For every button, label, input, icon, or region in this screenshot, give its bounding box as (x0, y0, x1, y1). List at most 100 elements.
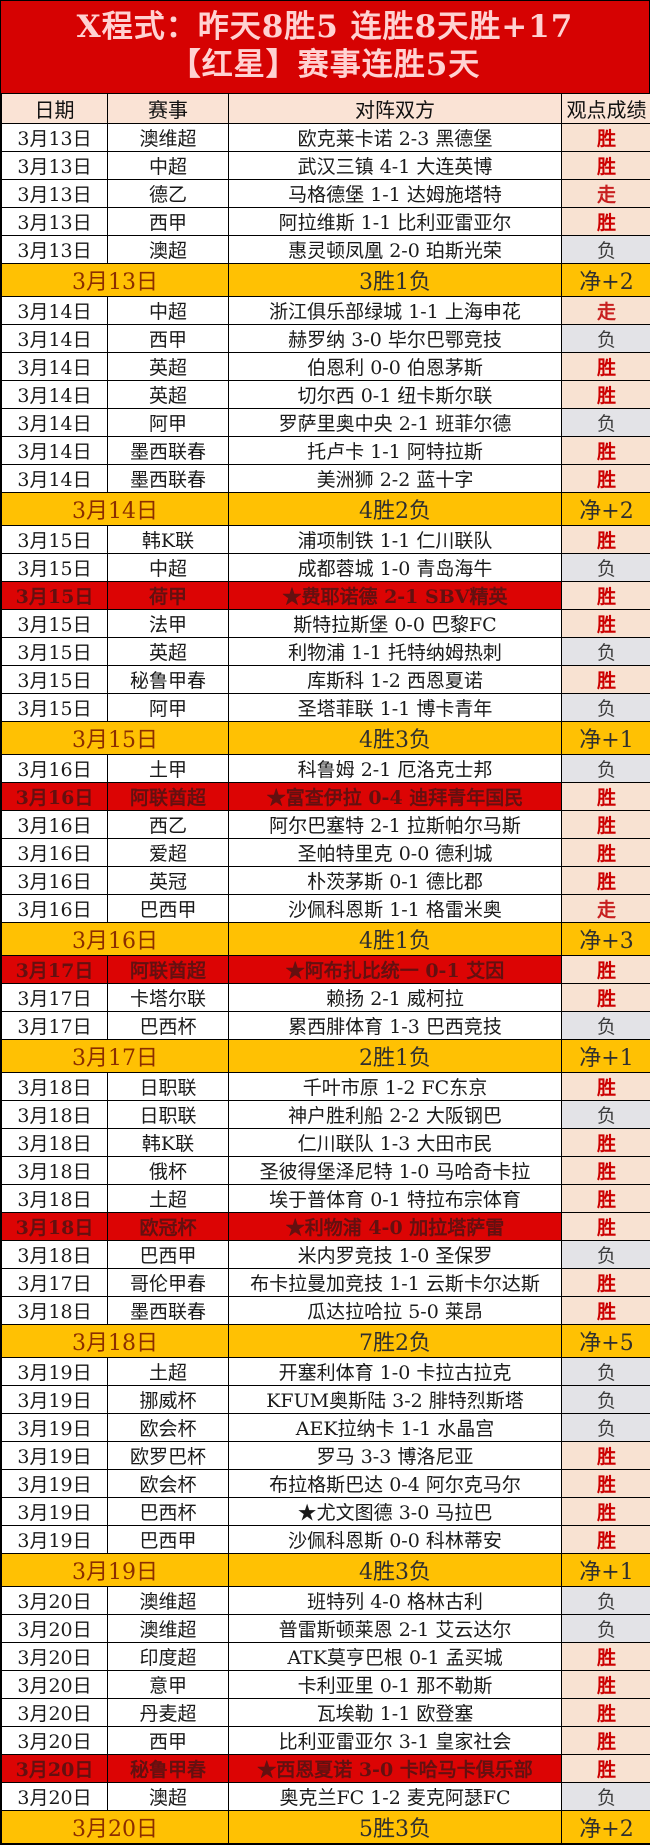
match-row: 3月20日 印度超 ATK莫亨巴根 0-1 孟买城 胜 (2, 1643, 650, 1671)
match-row: 3月18日 墨西联春 瓜达拉哈拉 5-0 莱昂 胜 (2, 1297, 650, 1325)
summary-record: 5胜3负 (229, 1811, 562, 1844)
match-row: 3月13日 中超 武汉三镇 4-1 大连英博 胜 (2, 152, 650, 180)
match-result: 胜 (562, 1442, 650, 1470)
day-summary-row: 3月14日 4胜2负 净+2 (2, 493, 650, 526)
match-row: 3月18日 欧冠杯 ★利物浦 4-0 加拉塔萨雷 胜 (2, 1213, 650, 1241)
match-teams-score: 神户胜利船 2-2 大阪钢巴 (229, 1101, 562, 1129)
match-result: 负 (562, 1587, 650, 1615)
match-teams-score: ATK莫亨巴根 0-1 孟买城 (229, 1643, 562, 1671)
summary-net: 净+2 (562, 264, 650, 297)
match-result: 负 (562, 1615, 650, 1643)
summary-net: 净+5 (562, 1325, 650, 1358)
match-date: 3月15日 (2, 610, 108, 638)
match-date: 3月13日 (2, 236, 108, 264)
match-teams-score: 切尔西 0-1 纽卡斯尔联 (229, 381, 562, 409)
match-teams-score: 米内罗竞技 1-0 圣保罗 (229, 1241, 562, 1269)
match-date: 3月13日 (2, 208, 108, 236)
match-teams-score: 布卡拉曼加竞技 1-1 云斯卡尔达斯 (229, 1269, 562, 1297)
summary-record: 4胜3负 (229, 722, 562, 755)
match-row: 3月18日 土超 埃于普体育 0-1 特拉布宗体育 胜 (2, 1185, 650, 1213)
match-teams-score: KFUM奥斯陆 3-2 腓特烈斯塔 (229, 1386, 562, 1414)
match-date: 3月15日 (2, 694, 108, 722)
match-date: 3月17日 (2, 956, 108, 984)
match-date: 3月18日 (2, 1157, 108, 1185)
match-result: 胜 (562, 783, 650, 811)
match-result: 胜 (562, 610, 650, 638)
match-result: 走 (562, 180, 650, 208)
match-teams-score: 阿尔巴塞特 2-1 拉斯帕尔马斯 (229, 811, 562, 839)
match-league: 欧罗巴杯 (108, 1442, 229, 1470)
match-result: 胜 (562, 437, 650, 465)
match-date: 3月15日 (2, 666, 108, 694)
match-league: 西甲 (108, 208, 229, 236)
match-date: 3月18日 (2, 1185, 108, 1213)
match-result: 胜 (562, 1297, 650, 1325)
summary-net: 净+3 (562, 923, 650, 956)
match-result: 负 (562, 694, 650, 722)
match-teams-score: 科鲁姆 2-1 厄洛克士邦 (229, 755, 562, 783)
summary-record: 2胜1负 (229, 1040, 562, 1073)
match-date: 3月14日 (2, 437, 108, 465)
summary-net: 净+2 (562, 493, 650, 526)
match-result: 胜 (562, 526, 650, 554)
day-summary-row: 3月18日 7胜2负 净+5 (2, 1325, 650, 1358)
match-league: 西乙 (108, 811, 229, 839)
match-teams-score: 阿拉维斯 1-1 比利亚雷亚尔 (229, 208, 562, 236)
match-row: 3月20日 秘鲁甲春 ★西恩夏诺 3-0 卡哈马卡俱乐部 胜 (2, 1755, 650, 1783)
match-league: 中超 (108, 554, 229, 582)
match-teams-score: 美洲狮 2-2 蓝十字 (229, 465, 562, 493)
match-date: 3月18日 (2, 1129, 108, 1157)
summary-net: 净+1 (562, 1554, 650, 1587)
match-result: 走 (562, 895, 650, 923)
match-date: 3月13日 (2, 124, 108, 152)
match-league: 巴西甲 (108, 1526, 229, 1554)
match-row: 3月20日 澳维超 普雷斯顿莱恩 2-1 艾云达尔 负 (2, 1615, 650, 1643)
match-date: 3月18日 (2, 1101, 108, 1129)
match-date: 3月18日 (2, 1213, 108, 1241)
match-row: 3月13日 西甲 阿拉维斯 1-1 比利亚雷亚尔 胜 (2, 208, 650, 236)
match-result: 胜 (562, 1213, 650, 1241)
match-league: 墨西联春 (108, 465, 229, 493)
match-teams-score: 卡利亚里 0-1 那不勒斯 (229, 1671, 562, 1699)
match-result: 胜 (562, 1129, 650, 1157)
match-teams-score: ★尤文图德 3-0 马拉巴 (229, 1498, 562, 1526)
match-league: 阿联酋超 (108, 956, 229, 984)
match-row: 3月18日 俄杯 圣彼得堡泽尼特 1-0 马哈奇卡拉 胜 (2, 1157, 650, 1185)
match-date: 3月18日 (2, 1297, 108, 1325)
match-row: 3月14日 墨西联春 托卢卡 1-1 阿特拉斯 胜 (2, 437, 650, 465)
day-summary-row: 3月17日 2胜1负 净+1 (2, 1040, 650, 1073)
match-result: 负 (562, 409, 650, 437)
match-teams-score: 瓜达拉哈拉 5-0 莱昂 (229, 1297, 562, 1325)
match-row: 3月19日 挪威杯 KFUM奥斯陆 3-2 腓特烈斯塔 负 (2, 1386, 650, 1414)
match-teams-score: ★费耶诺德 2-1 SBV精英 (229, 582, 562, 610)
match-league: 英超 (108, 381, 229, 409)
match-result: 负 (562, 554, 650, 582)
match-result: 胜 (562, 1073, 650, 1101)
match-teams-score: 比利亚雷亚尔 3-1 皇家社会 (229, 1727, 562, 1755)
match-date: 3月14日 (2, 353, 108, 381)
match-league: 中超 (108, 297, 229, 325)
match-row: 3月17日 卡塔尔联 赖扬 2-1 威柯拉 胜 (2, 984, 650, 1012)
match-teams-score: 奥克兰FC 1-2 麦克阿瑟FC (229, 1783, 562, 1811)
match-date: 3月20日 (2, 1671, 108, 1699)
column-header-league: 赛事 (108, 94, 229, 124)
day-summary-row: 3月19日 4胜3负 净+1 (2, 1554, 650, 1587)
match-date: 3月19日 (2, 1470, 108, 1498)
match-league: 英超 (108, 353, 229, 381)
match-result: 负 (562, 1414, 650, 1442)
match-date: 3月17日 (2, 1269, 108, 1297)
match-teams-score: AEK拉纳卡 1-1 水晶宫 (229, 1414, 562, 1442)
match-league: 澳维超 (108, 1615, 229, 1643)
match-row: 3月14日 西甲 赫罗纳 3-0 毕尔巴鄂竞技 负 (2, 325, 650, 353)
match-date: 3月20日 (2, 1783, 108, 1811)
match-league: 秘鲁甲春 (108, 1755, 229, 1783)
match-row: 3月14日 阿甲 罗萨里奥中央 2-1 班菲尔德 负 (2, 409, 650, 437)
match-date: 3月19日 (2, 1442, 108, 1470)
match-date: 3月15日 (2, 526, 108, 554)
match-league: 意甲 (108, 1671, 229, 1699)
match-result: 负 (562, 1241, 650, 1269)
match-row: 3月13日 澳维超 欧克莱卡诺 2-3 黑德堡 胜 (2, 124, 650, 152)
match-league: 印度超 (108, 1643, 229, 1671)
match-league: 澳维超 (108, 1587, 229, 1615)
match-row: 3月14日 中超 浙江俱乐部绿城 1-1 上海申花 走 (2, 297, 650, 325)
